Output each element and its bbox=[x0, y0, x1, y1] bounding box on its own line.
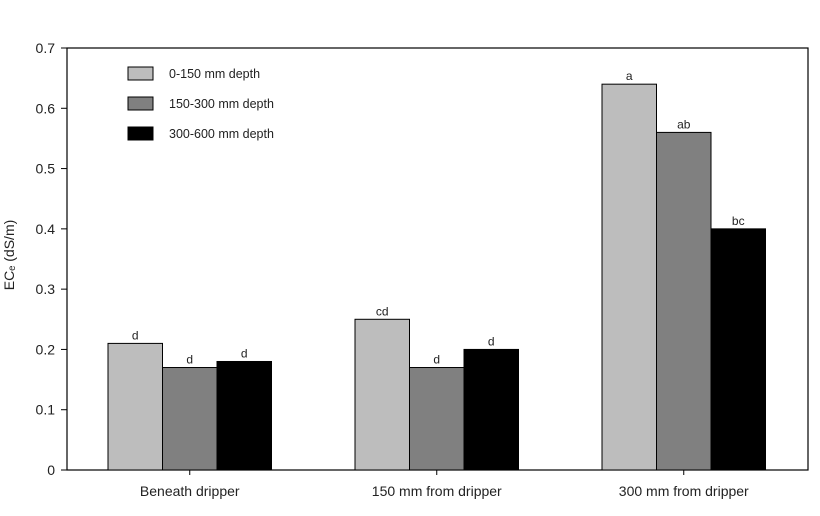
bar-2-2 bbox=[409, 367, 465, 471]
significance-label: d bbox=[241, 346, 248, 360]
y-tick-label: 0.7 bbox=[36, 40, 56, 56]
axes: 0 0.1 0.2 0.3 0.4 0.5 0.6 0.7 ECₑ (dS/m) Beneath … bbox=[1, 40, 809, 499]
x-category-label: 300 mm from dripper bbox=[619, 483, 749, 499]
y-tick-label: 0.1 bbox=[36, 402, 56, 418]
y-tick-label: 0.3 bbox=[36, 281, 56, 297]
x-category-label: Beneath dripper bbox=[140, 483, 240, 499]
x-category-label: 150 mm from dripper bbox=[372, 483, 502, 499]
legend-label: 300-600 mm depth bbox=[169, 127, 274, 141]
bars bbox=[107, 83, 766, 471]
bar-3-3 bbox=[710, 228, 766, 471]
bar-3-2 bbox=[463, 348, 519, 471]
legend-label: 150-300 mm depth bbox=[169, 97, 274, 111]
significance-labels: d d d cd d d a ab bc bbox=[132, 69, 745, 366]
bar-2-3 bbox=[656, 131, 712, 471]
bar-1-2 bbox=[354, 318, 410, 471]
bar-1-1 bbox=[107, 342, 163, 471]
significance-label: ab bbox=[677, 117, 691, 131]
legend: 0-150 mm depth 150-300 mm depth 300-600 mm… bbox=[127, 66, 274, 141]
significance-label: d bbox=[433, 353, 440, 367]
y-tick-label: 0 bbox=[47, 462, 55, 478]
y-axis-label: ECₑ (dS/m) bbox=[1, 220, 17, 291]
y-tick-label: 0.2 bbox=[36, 341, 56, 357]
bar-1-3 bbox=[601, 83, 657, 471]
bar-2-1 bbox=[162, 367, 218, 471]
y-tick-label: 0.5 bbox=[36, 161, 56, 177]
significance-label: a bbox=[626, 69, 633, 83]
legend-swatch bbox=[127, 66, 154, 81]
y-tick-label: 0.4 bbox=[36, 221, 56, 237]
legend-swatch bbox=[127, 126, 154, 141]
legend-label: 0-150 mm depth bbox=[169, 67, 260, 81]
significance-label: d bbox=[132, 328, 139, 342]
legend-swatch bbox=[127, 96, 154, 111]
significance-label: d bbox=[186, 353, 193, 367]
significance-label: d bbox=[488, 334, 495, 348]
y-tick-label: 0.6 bbox=[36, 100, 56, 116]
significance-label: cd bbox=[376, 304, 389, 318]
significance-label: bc bbox=[732, 214, 745, 228]
bar-3-1 bbox=[216, 360, 272, 471]
